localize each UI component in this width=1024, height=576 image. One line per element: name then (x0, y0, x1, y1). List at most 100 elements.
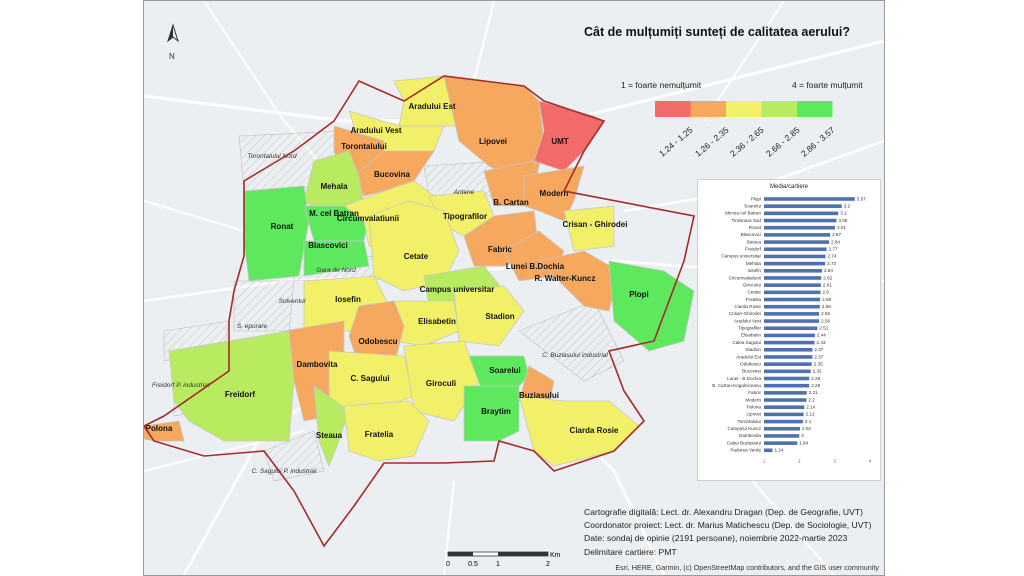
area-label: C. Buziasului industrial (542, 352, 608, 359)
chart-value-label: 2.64 (824, 268, 833, 273)
scale-bar: 0 0.5 1 2 Km (444, 548, 574, 575)
district-label: Steaua (316, 431, 343, 440)
legend-min-label: 1 = foarte nemulțumit (621, 80, 702, 90)
chart-bar (764, 254, 826, 259)
map-canvas[interactable]: Aradului Est Aradului Vest Torontalului Lip… (144, 1, 884, 575)
chart-category-label: Girocului (743, 282, 761, 287)
chart-bar (764, 225, 836, 230)
district-steaua[interactable] (313, 385, 350, 468)
legend-swatch (655, 101, 691, 117)
district-ronat[interactable] (243, 185, 310, 282)
chart-value-label: 2.56 (821, 318, 830, 323)
chart-category-label: Crisan-Ghirodei (729, 311, 761, 316)
district-blascovici[interactable] (303, 240, 370, 277)
chart-value-label: 2.2 (808, 397, 815, 402)
district-label: Freidorf (225, 390, 256, 399)
chart-bar (764, 340, 815, 345)
district-crisan-ghirodei[interactable] (563, 205, 615, 252)
district-label: M. cel Batran (309, 209, 359, 218)
chart-tick-label: 1 (763, 458, 766, 463)
chart-value-label: 2.02 (802, 426, 811, 431)
chart-value-label: 2.73 (827, 261, 836, 266)
chart-bar (764, 290, 821, 295)
district-label: Aradului Est (408, 102, 455, 111)
chart-bar (764, 441, 798, 445)
chart-value-label: 2.87 (832, 232, 841, 237)
district-label: Blascovici (308, 241, 348, 250)
district-umt[interactable] (533, 100, 605, 172)
district-labels: Aradului Est Aradului Vest Torontalului Lip… (146, 102, 649, 440)
chart-category-label: Steaua (746, 239, 761, 244)
north-arrow-icon (167, 23, 179, 43)
district-label: UMT (551, 137, 568, 146)
district-label: Elisabetin (418, 317, 456, 326)
district-label: B. Cartan (493, 198, 529, 207)
chart-value-label: 3.01 (837, 225, 846, 230)
other-labels: Torontalului Nord Antene Gara de Nord Solve… (152, 153, 608, 475)
chart-category-label: Bucovina (742, 369, 761, 374)
chart-bar (764, 398, 807, 402)
district-braytim[interactable] (463, 385, 520, 442)
legend-swatches (655, 101, 833, 117)
chart-value-label: 3.05 (838, 218, 847, 223)
chart-bar (764, 247, 827, 252)
district-label: Buziasului (519, 391, 559, 400)
district-label: Aradului Vest (350, 126, 401, 135)
district-plopi[interactable] (608, 260, 695, 352)
chart-value-label: 2 (801, 433, 804, 438)
chart-category-label: Campus universitar (721, 254, 761, 259)
district-label: Soarelui (489, 366, 521, 375)
area-label: Solventul (279, 298, 306, 305)
district-label: Stadion (485, 312, 514, 321)
chart-value-label: 2.74 (827, 254, 836, 259)
legend-swatch (761, 101, 797, 117)
chart-value-label: 2.12 (806, 412, 815, 417)
chart-category-label: Padurea Verde (730, 448, 761, 453)
chart-value-label: 2.51 (819, 326, 828, 331)
district-label: Giroculi (426, 379, 456, 388)
district-label: Fratelia (365, 430, 394, 439)
chart-value-label: 2.21 (809, 390, 818, 395)
chart-category-label: Freidorf (745, 247, 762, 252)
chart-category-label: Lunei - B.Dochia (727, 376, 761, 381)
chart-category-label: Iosefin (747, 268, 761, 273)
chart-value-label: 2.37 (814, 354, 823, 359)
district-stadion[interactable] (453, 285, 525, 347)
credit-line: Delimitare cartiere: PMT (584, 546, 677, 557)
chart-value-label: 2.84 (831, 239, 840, 244)
chart-bar (764, 297, 821, 302)
chart-title: Media/cartiere (769, 184, 808, 190)
chart-bar (764, 355, 813, 359)
district-label: Dambovita (297, 360, 338, 369)
chart-category-label: Circumvalatiunii (729, 275, 761, 280)
district-label: R. Walter-Kuncz (534, 274, 595, 283)
districts-layer[interactable] (144, 75, 695, 468)
bar-chart: Plopi 3.57 Soarelui 3.2 Mircea cel Batran 3.1… (712, 196, 872, 463)
attribution: Esri, HERE, Garmin, (c) OpenStreetMap co… (615, 563, 879, 572)
chart-value-label: 2.28 (811, 383, 820, 388)
chart-category-label: Lipovei (746, 412, 761, 417)
district-label: C. Sagului (350, 374, 389, 383)
area-label: Gara de Nord (316, 267, 356, 274)
chart-bar (764, 233, 831, 237)
chart-bar (764, 426, 801, 431)
chart-value-label: 2.35 (814, 361, 823, 366)
chart-bar (764, 218, 837, 223)
chart-value-label: 2.32 (813, 369, 822, 374)
chart-category-label: Elisabetin (741, 333, 761, 338)
chart-tick-label: 3 (833, 458, 836, 463)
chart-value-label: 2.59 (822, 297, 831, 302)
credit-line: Date: sondaj de opinie (2191 persoane), … (584, 533, 848, 544)
district-label: Ciarda Rosie (570, 426, 619, 435)
district-freidorf[interactable] (168, 330, 295, 442)
district-fratelia[interactable] (343, 400, 430, 462)
credits: Cartografie digitală: Lect. dr. Alexandr… (584, 506, 872, 559)
chart-bar (764, 261, 826, 266)
chart-category-label: Dambovita (739, 433, 761, 438)
area-label: Antene (453, 189, 475, 196)
district-polona[interactable] (144, 420, 185, 442)
chart-category-label: Calea Sagului (732, 340, 761, 345)
district-cetate[interactable] (368, 200, 460, 292)
scale-tick: 2 (546, 561, 550, 568)
chart-bar (764, 269, 822, 273)
